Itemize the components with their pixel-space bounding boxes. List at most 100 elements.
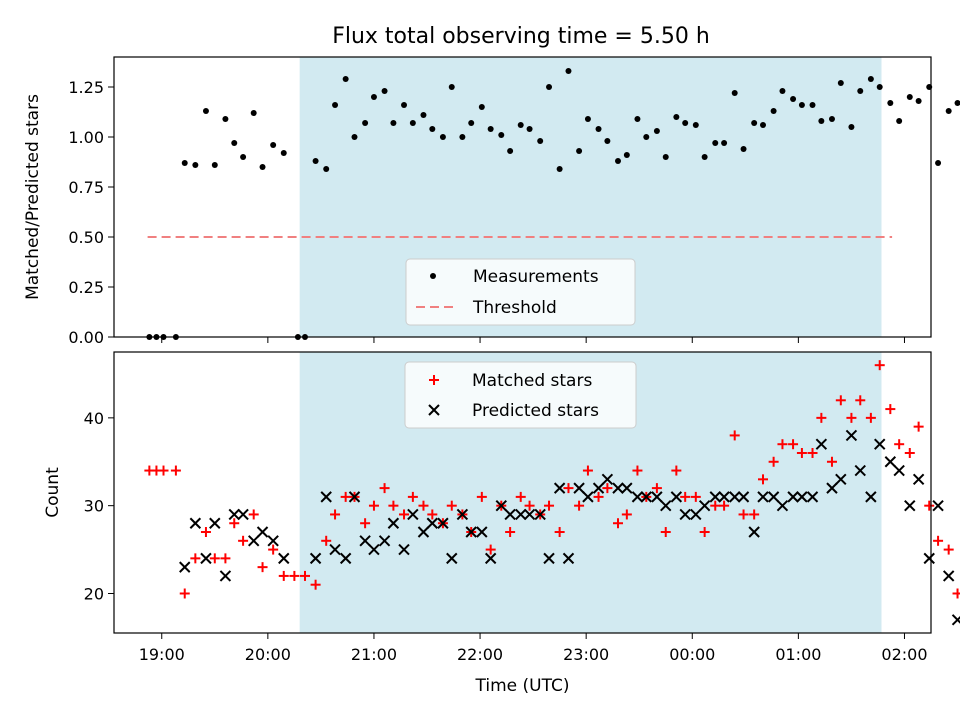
count-y-tick-label: 40 xyxy=(84,409,104,428)
cross-stroke-b xyxy=(543,552,555,565)
cross-stroke-b xyxy=(378,535,391,547)
cross-stroke-b xyxy=(942,570,955,582)
ratio-legend: Measurements Threshold xyxy=(405,258,636,326)
cross-stroke-b xyxy=(757,491,769,503)
predicted-star-point xyxy=(757,491,769,503)
cross-stroke-b xyxy=(237,508,249,521)
measurement-point xyxy=(478,104,485,110)
predicted-star-point xyxy=(904,499,916,512)
cross-stroke-b xyxy=(815,438,828,450)
cross-stroke-b xyxy=(884,456,897,468)
predicted-star-point xyxy=(256,526,269,538)
measurement-point xyxy=(837,80,844,86)
matched-star-point xyxy=(340,491,351,502)
measurement-point xyxy=(751,120,758,126)
cross-stroke-b xyxy=(932,499,944,512)
matched-star-point xyxy=(574,500,585,511)
predicted-star-point xyxy=(592,482,605,494)
matched-star-point xyxy=(788,439,799,450)
cross-stroke-b xyxy=(476,526,488,538)
measurement-point xyxy=(682,120,689,126)
predicted-star-point xyxy=(912,473,925,486)
matched-star-point xyxy=(943,544,954,555)
count-x-tick-label: 23:00 xyxy=(563,645,609,664)
measurement-point xyxy=(362,120,369,126)
predicted-star-point xyxy=(476,526,488,538)
count-panel: 20 30 40 19:00 20:00 21:00 22:00 23:00 00:00 01:0… xyxy=(43,351,960,696)
matched-star-point xyxy=(768,456,779,467)
ratio-legend-box xyxy=(405,258,636,326)
predicted-star-point xyxy=(582,491,594,503)
matched-star-point xyxy=(310,579,321,590)
matched-star-point xyxy=(846,412,857,423)
legend-measurements-swatch xyxy=(430,273,436,279)
predicted-star-point xyxy=(698,499,711,512)
count-y-axis-label: Count xyxy=(43,467,63,518)
predicted-star-point xyxy=(776,499,789,512)
measurement-point xyxy=(876,84,883,90)
cross-stroke-b xyxy=(348,491,361,503)
matched-star-point xyxy=(933,535,944,546)
measurement-point xyxy=(790,96,797,102)
measurement-point xyxy=(498,132,505,138)
cross-stroke-b xyxy=(845,429,858,442)
predicted-star-point xyxy=(718,491,730,503)
predicted-star-point xyxy=(398,543,410,556)
predicted-star-point xyxy=(267,535,279,547)
measurement-point xyxy=(623,152,630,158)
measurement-point xyxy=(954,100,960,106)
count-x-tick-label: 20:00 xyxy=(245,645,291,664)
cross-stroke-b xyxy=(865,491,877,503)
cross-stroke-b xyxy=(417,526,430,538)
ratio-y-tick-label: 0.75 xyxy=(68,178,104,197)
measurement-point xyxy=(828,116,835,122)
count-y-tick-label: 30 xyxy=(84,497,104,516)
measurement-point xyxy=(721,140,728,146)
matched-star-point xyxy=(299,570,310,581)
matched-star-point xyxy=(238,535,249,546)
cross-stroke-b xyxy=(534,508,546,521)
matched-star-point xyxy=(660,527,671,538)
ratio-y-axis-label: Matched/Predicted stars xyxy=(23,94,43,300)
measurement-point xyxy=(896,118,903,124)
measurement-point xyxy=(643,134,650,140)
cross-stroke-b xyxy=(709,491,721,503)
matched-star-point xyxy=(602,483,613,494)
matched-star-point xyxy=(826,456,837,467)
matched-star-point xyxy=(777,439,788,450)
measurement-point xyxy=(468,120,475,126)
cross-stroke-b xyxy=(698,499,711,512)
cross-stroke-b xyxy=(612,482,624,494)
cross-stroke-b xyxy=(562,552,575,565)
measurement-point xyxy=(740,146,747,152)
predicted-star-point xyxy=(278,552,290,565)
cross-stroke-b xyxy=(826,482,838,494)
predicted-star-point xyxy=(515,508,527,521)
cross-stroke-b xyxy=(515,508,527,521)
matched-star-point xyxy=(257,562,268,573)
predicted-star-point xyxy=(951,614,960,626)
ratio-marks xyxy=(146,68,960,340)
predicted-star-point xyxy=(495,499,507,512)
matched-star-point xyxy=(485,544,496,555)
cross-stroke-b xyxy=(267,535,279,547)
predicted-star-point xyxy=(748,526,760,538)
matched-star-point xyxy=(582,465,593,476)
matched-star-point xyxy=(220,553,231,564)
predicted-star-point xyxy=(651,491,663,503)
predicted-star-point xyxy=(893,464,905,477)
cross-stroke-b xyxy=(660,499,672,512)
measurement-point xyxy=(351,134,358,140)
cross-stroke-b xyxy=(446,552,458,565)
ratio-axes-frame xyxy=(113,56,932,338)
measurement-point xyxy=(222,116,229,122)
measurement-point xyxy=(370,94,377,100)
measurement-point xyxy=(556,166,563,172)
predicted-star-point xyxy=(484,552,497,565)
predicted-star-point xyxy=(378,535,391,547)
time-x-axis-label: Time (UTC) xyxy=(475,676,570,696)
matched-star-point xyxy=(885,404,896,415)
matched-star-point xyxy=(268,544,279,555)
legend-measurements-label: Measurements xyxy=(473,267,599,287)
predicted-star-point xyxy=(426,517,439,529)
